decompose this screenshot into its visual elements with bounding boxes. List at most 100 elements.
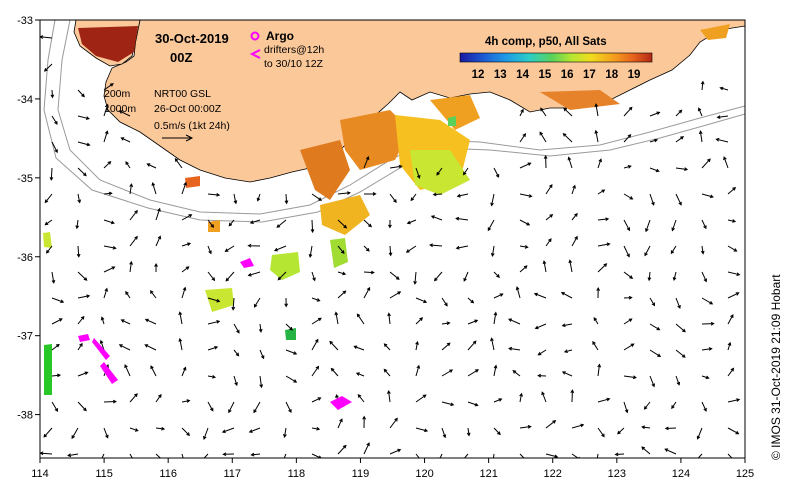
velocity-arrows <box>40 35 741 458</box>
velocity-arrow <box>337 444 347 455</box>
velocity-arrow <box>285 349 298 355</box>
velocity-arrow <box>155 207 161 221</box>
x-tick-label: 121 <box>479 468 497 480</box>
velocity-arrow <box>273 245 287 252</box>
velocity-arrow <box>727 314 734 325</box>
velocity-arrow <box>103 219 115 225</box>
velocity-arrow <box>363 156 370 169</box>
velocity-arrow <box>389 448 402 455</box>
velocity-arrow <box>103 160 112 169</box>
velocity-arrow <box>597 158 602 169</box>
velocity-arrow <box>463 167 469 176</box>
velocity-arrow <box>456 193 469 198</box>
velocity-arrow <box>467 340 477 351</box>
map-time: 00Z <box>170 50 192 65</box>
velocity-arrow <box>670 245 677 255</box>
velocity-arrow <box>43 427 53 438</box>
x-tick-label: 118 <box>288 468 306 480</box>
velocity-arrow <box>623 318 633 325</box>
velocity-arrow <box>508 346 521 351</box>
velocity-arrow <box>178 337 183 351</box>
velocity-arrow <box>429 243 443 248</box>
velocity-arrow <box>519 453 525 458</box>
velocity-arrow <box>563 107 573 117</box>
velocity-arrow <box>540 107 547 117</box>
colorbar-tick-label: 19 <box>628 69 641 81</box>
velocity-arrow <box>181 399 191 403</box>
velocity-arrow <box>649 111 661 117</box>
velocity-arrow <box>542 260 547 273</box>
velocity-arrow <box>51 401 59 412</box>
velocity-arrow <box>247 243 261 248</box>
velocity-arrow <box>571 423 585 429</box>
velocity-arrow <box>490 337 495 351</box>
velocity-arrow <box>283 427 287 439</box>
velocity-arrow <box>415 167 421 179</box>
velocity-arrow <box>441 369 454 377</box>
velocity-arrow <box>597 217 610 222</box>
velocity-arrow <box>697 107 703 117</box>
drifter-tracks <box>78 258 352 410</box>
velocity-arrow <box>51 271 56 284</box>
velocity-arrow <box>120 319 131 325</box>
velocity-arrow <box>519 108 524 117</box>
svg-text:© IMOS 31-Oct-2019 21:09 Hobar: © IMOS 31-Oct-2019 21:09 Hobart <box>769 274 783 460</box>
colorbar-tick-label: 13 <box>494 69 507 81</box>
velocity-arrow <box>285 401 292 414</box>
velocity-arrow <box>545 453 559 458</box>
velocity-arrow <box>363 442 370 455</box>
velocity-arrow <box>356 313 365 325</box>
velocity-arrow <box>597 263 608 273</box>
x-axis-ticks: 114 115 116 117 118 119 120 121 122 123 124 125 <box>31 458 754 480</box>
velocity-arrow <box>727 187 737 195</box>
velocity-arrow <box>363 192 377 196</box>
velocity-arrow <box>77 401 87 412</box>
velocity-arrow <box>664 426 677 431</box>
velocity-arrow <box>716 115 729 119</box>
velocity-arrow <box>543 154 548 169</box>
velocity-arrow <box>334 311 339 325</box>
velocity-arrow <box>623 106 633 117</box>
velocity-arrow <box>649 323 661 331</box>
velocity-arrow <box>77 271 88 281</box>
velocity-arrow <box>493 167 500 178</box>
velocity-arrow <box>727 245 738 252</box>
velocity-arrow <box>363 270 375 275</box>
velocity-arrow <box>337 219 348 229</box>
velocity-arrow <box>330 367 339 377</box>
x-tick-label: 117 <box>223 468 241 480</box>
velocity-arrow <box>387 312 391 325</box>
velocity-arrow <box>597 242 611 247</box>
velocity-arrow <box>545 420 557 429</box>
velocity-arrow <box>44 193 53 204</box>
velocity-arrow <box>389 417 398 429</box>
velocity-arrow <box>150 365 157 377</box>
velocity-arrow <box>492 453 495 458</box>
colorbar-tick-label: 12 <box>472 69 485 81</box>
velocity-arrow <box>515 286 521 299</box>
colorbar <box>459 52 653 63</box>
drifters-label-1: drifters@12h <box>264 44 324 56</box>
velocity-arrow <box>311 426 321 431</box>
velocity-arrow <box>487 219 495 232</box>
velocity-arrow <box>675 375 681 386</box>
velocity-arrow <box>174 157 183 169</box>
velocity-arrow <box>363 286 371 299</box>
velocity-arrow <box>594 103 599 117</box>
velocity-arrow <box>493 364 498 377</box>
velocity-arrow <box>103 427 109 439</box>
velocity-arrow <box>671 219 677 232</box>
velocity-arrow <box>103 83 114 91</box>
velocity-arrow <box>623 295 633 300</box>
velocity-arrow <box>675 193 682 206</box>
velocity-arrow <box>77 193 82 204</box>
y-tick-label: -38 <box>17 410 33 422</box>
velocity-arrow <box>311 397 322 403</box>
velocity-arrow <box>672 271 677 282</box>
velocity-arrow <box>233 375 238 387</box>
velocity-arrow <box>675 109 683 117</box>
velocity-arrow <box>701 297 714 305</box>
velocity-arrow <box>155 426 166 431</box>
velocity-arrow <box>103 103 109 117</box>
velocity-arrow <box>100 453 105 458</box>
